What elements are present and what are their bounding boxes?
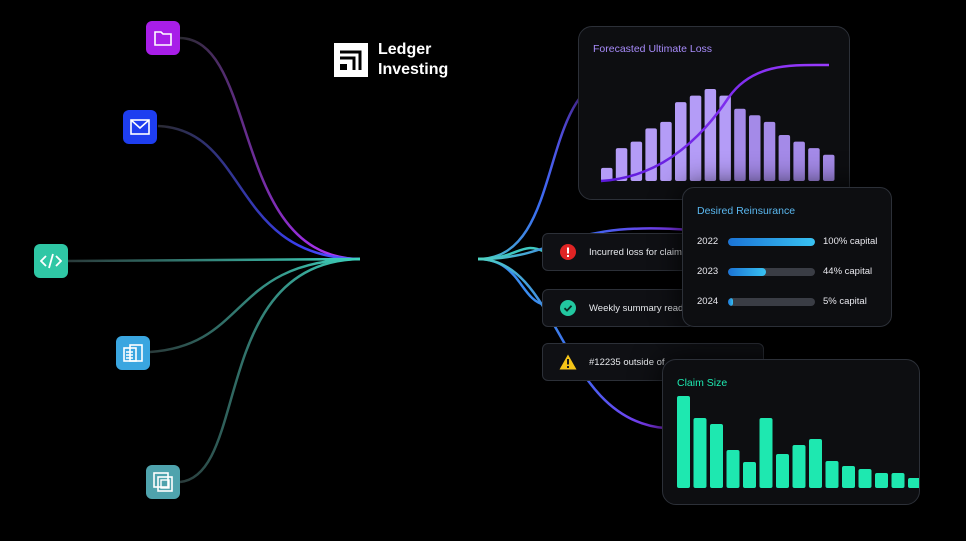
claim-size-bar: [693, 418, 707, 488]
forecast-bar: [615, 148, 628, 181]
notification-text: Weekly summary ready: [589, 302, 689, 314]
forecast-bar: [808, 148, 820, 181]
claim-size-bar: [908, 478, 919, 488]
alert-icon: [559, 243, 577, 261]
claim-size-bar: [710, 424, 723, 488]
forecast-title: Forecasted Ultimate Loss: [593, 43, 713, 55]
reinsurance-row: 2024 5% capital: [697, 296, 867, 307]
line-out-notif2: [477, 257, 546, 307]
line-out-claim: [477, 257, 666, 430]
claim-size-bar: [677, 396, 690, 488]
reinsurance-card: Desired Reinsurance 2022 100% capital 20…: [682, 187, 892, 327]
folder-icon: [154, 31, 172, 46]
reinsurance-track: [728, 297, 815, 306]
forecast-chart: [600, 63, 835, 183]
reinsurance-fill: [728, 237, 815, 246]
copy-icon: [153, 472, 173, 492]
forecast-bar: [734, 108, 746, 181]
reinsurance-fill: [728, 267, 767, 276]
forecast-bar: [645, 128, 657, 181]
reinsurance-label: 5% capital: [823, 296, 867, 307]
forecast-curve: [600, 63, 830, 183]
claim-size-card: Claim Size: [662, 359, 920, 505]
copy-icon-tile[interactable]: [146, 465, 180, 499]
line-folder: [179, 36, 361, 261]
claim-size-bar: [891, 473, 905, 488]
ledger-investing-logo[interactable]: Ledger Investing: [334, 40, 448, 80]
reinsurance-title: Desired Reinsurance: [697, 205, 796, 217]
forecast-bar: [704, 89, 717, 181]
reinsurance-fill: [728, 297, 734, 306]
line-copy: [179, 257, 361, 484]
line-code: [67, 257, 361, 263]
reinsurance-label: 100% capital: [823, 236, 878, 247]
reinsurance-year: 2024: [697, 296, 719, 307]
claim-size-title: Claim Size: [677, 377, 728, 389]
reinsurance-row: 2022 100% capital: [697, 236, 877, 247]
logo-line1: Ledger: [378, 41, 432, 58]
line-document: [149, 257, 361, 354]
document-icon-tile[interactable]: [116, 336, 150, 370]
forecast-bar: [823, 154, 835, 181]
reinsurance-year: 2023: [697, 266, 719, 277]
forecast-bar: [749, 115, 761, 181]
reinsurance-track: [728, 237, 815, 246]
notification-text: Incurred loss for claim: [589, 246, 682, 258]
claim-size-bar: [759, 418, 773, 488]
forecast-bar: [719, 95, 731, 181]
forecast-bar: [675, 102, 687, 181]
claim-size-bar: [825, 461, 839, 488]
reinsurance-row: 2023 44% capital: [697, 266, 872, 277]
code-icon: [40, 253, 62, 269]
warning-icon: [559, 353, 577, 371]
reinsurance-year: 2022: [697, 236, 719, 247]
claim-size-bar: [726, 450, 740, 488]
claim-size-bar: [875, 473, 888, 488]
forecast-bar: [601, 167, 613, 181]
forecast-bar: [778, 135, 791, 181]
claim-size-bar: [858, 469, 872, 488]
line-mail: [157, 124, 361, 261]
mail-icon-tile[interactable]: [123, 110, 157, 144]
notification-text: #12235 outside of: [589, 356, 665, 368]
forecast-bar: [630, 141, 643, 181]
logo-mark-icon: [334, 43, 368, 77]
claim-size-bar: [792, 445, 806, 488]
claim-size-bar: [776, 454, 789, 488]
claim-size-bar: [743, 462, 756, 488]
code-icon-tile[interactable]: [34, 244, 68, 278]
logo-text: Ledger Investing: [378, 40, 448, 80]
reinsurance-label: 44% capital: [823, 266, 873, 277]
forecast-card: Forecasted Ultimate Loss: [578, 26, 850, 200]
claim-size-bar: [842, 466, 855, 488]
logo-line2: Investing: [378, 61, 449, 78]
notification-incurred-loss[interactable]: Incurred loss for claim: [542, 233, 694, 271]
mail-icon: [130, 119, 150, 135]
check-icon: [559, 299, 577, 317]
notification-weekly-summary[interactable]: Weekly summary ready: [542, 289, 694, 327]
forecast-bar: [763, 121, 776, 181]
claim-size-bar: [809, 439, 822, 488]
forecast-bar: [660, 121, 672, 181]
document-icon: [123, 344, 143, 362]
claim-size-chart: [677, 396, 919, 488]
reinsurance-track: [728, 267, 815, 276]
folder-icon-tile[interactable]: [146, 21, 180, 55]
forecast-bar: [793, 141, 805, 181]
